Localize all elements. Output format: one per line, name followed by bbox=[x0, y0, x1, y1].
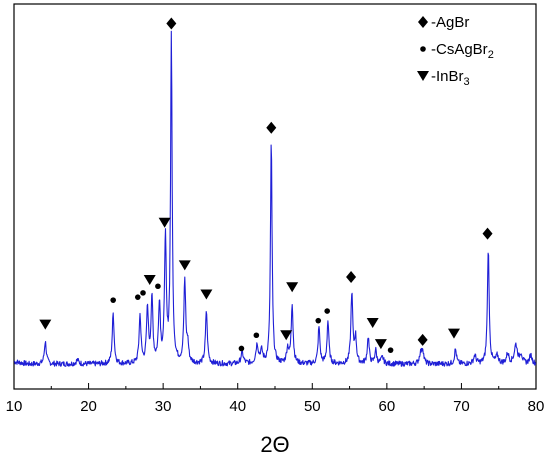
inbr3-triangle-marker bbox=[447, 328, 460, 339]
x-tick-label: 20 bbox=[80, 398, 97, 415]
agbr-diamond-marker bbox=[266, 121, 277, 134]
csagbr2-dot-marker bbox=[238, 345, 245, 352]
x-tick-label: 80 bbox=[528, 398, 545, 415]
x-tick-label: 50 bbox=[304, 398, 321, 415]
inbr3-triangle-marker bbox=[158, 217, 171, 228]
agbr-diamond-marker bbox=[346, 270, 357, 283]
inbr3-triangle-marker bbox=[286, 282, 299, 293]
legend-label-agbr: -AgBr bbox=[431, 14, 469, 31]
inbr3-triangle-marker bbox=[143, 274, 156, 285]
csagbr2-dot-marker bbox=[324, 308, 331, 314]
agbr-diamond-legend-icon bbox=[418, 16, 428, 28]
csagbr2-dot-marker bbox=[134, 294, 141, 300]
csagbr2-dot-marker bbox=[155, 283, 161, 290]
inbr3-triangle-marker bbox=[178, 260, 191, 271]
agbr-diamond-marker bbox=[166, 17, 177, 30]
legend-label-csagbr2: -CsAgBr2 bbox=[431, 41, 494, 61]
csagbr2-dot-legend-icon bbox=[420, 46, 426, 52]
inbr3-triangle-marker bbox=[374, 339, 387, 350]
inbr3-triangle-marker bbox=[366, 317, 379, 328]
csagbr2-dot-marker bbox=[315, 317, 322, 324]
inbr3-triangle-legend-icon bbox=[417, 71, 429, 81]
csagbr2-dot-marker bbox=[110, 297, 116, 303]
inbr3-triangle-marker bbox=[200, 289, 213, 300]
csagbr2-dot-marker bbox=[387, 347, 394, 353]
x-axis-title: 2Θ bbox=[260, 432, 289, 457]
legend-label-inbr3: -InBr3 bbox=[431, 68, 470, 88]
legend: -AgBr -CsAgBr2 -InBr3 bbox=[417, 14, 494, 88]
x-tick-label: 60 bbox=[379, 398, 396, 415]
x-tick-label: 70 bbox=[453, 398, 470, 415]
xrd-pattern-line bbox=[13, 30, 537, 367]
x-tick-label: 40 bbox=[229, 398, 246, 415]
phase-markers bbox=[39, 17, 493, 353]
inbr3-triangle-marker bbox=[280, 330, 293, 341]
csagbr2-dot-marker bbox=[253, 332, 260, 339]
csagbr2-dot-marker bbox=[140, 290, 146, 296]
inbr3-triangle-marker bbox=[39, 319, 52, 330]
x-tick-label: 30 bbox=[155, 398, 172, 415]
x-axis-ticks: 10 20 30 40 50 60 70 80 bbox=[6, 383, 545, 415]
agbr-diamond-marker bbox=[482, 227, 493, 240]
agbr-diamond-marker bbox=[417, 333, 428, 346]
x-tick-label: 10 bbox=[6, 398, 23, 415]
